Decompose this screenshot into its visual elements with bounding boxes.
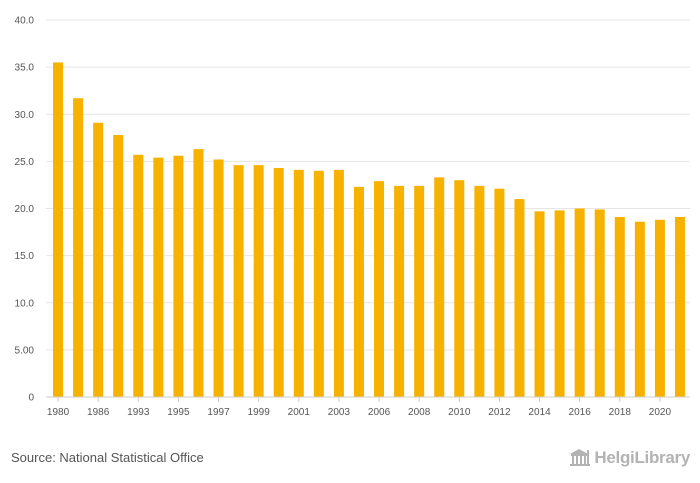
bar-2000 bbox=[273, 167, 284, 397]
bar-2012 bbox=[494, 188, 505, 397]
bar-2020 bbox=[654, 219, 665, 397]
y-tick-label: 5.00 bbox=[15, 345, 35, 356]
y-tick-label: 25.0 bbox=[15, 157, 35, 168]
x-tick-label: 1986 bbox=[87, 407, 110, 418]
y-tick-label: 30.0 bbox=[15, 110, 35, 121]
gridlines bbox=[46, 19, 690, 351]
bar-1996 bbox=[193, 149, 204, 397]
bar-1986 bbox=[93, 122, 104, 398]
library-building-icon bbox=[570, 449, 591, 466]
y-tick-label: 10.0 bbox=[15, 298, 35, 309]
bar-2017 bbox=[594, 209, 605, 397]
bar-2018 bbox=[614, 216, 625, 397]
source-note: Source: National Statistical Office bbox=[11, 450, 204, 465]
bar-2005 bbox=[353, 186, 364, 397]
x-tick-label: 1997 bbox=[207, 407, 230, 418]
x-tick-label: 1995 bbox=[167, 407, 190, 418]
bar-2002 bbox=[313, 170, 324, 397]
x-axis-ticks: 1980 1986 1993 1995 1997 1999 2001 2003 2006 2008… bbox=[47, 397, 672, 418]
x-tick-label: 2001 bbox=[288, 407, 311, 418]
bar-1999 bbox=[253, 165, 264, 397]
logo-text: HelgiLibrary bbox=[594, 448, 690, 467]
y-axis-ticks: 0 5.00 10.0 15.0 20.0 25.0 30.0 35.0 40.0 bbox=[15, 16, 35, 404]
x-tick-label: 2010 bbox=[448, 407, 471, 418]
bar-2007 bbox=[394, 185, 405, 397]
x-tick-label: 2018 bbox=[609, 407, 632, 418]
bar-1983 bbox=[73, 98, 84, 397]
bar-2016 bbox=[574, 208, 585, 397]
x-tick-label: 2020 bbox=[649, 407, 672, 418]
x-tick-label: 2008 bbox=[408, 407, 431, 418]
bar-2010 bbox=[454, 180, 465, 397]
bar-1980 bbox=[53, 62, 64, 397]
bars bbox=[53, 62, 685, 398]
bar-1997 bbox=[213, 159, 224, 397]
bar-2021 bbox=[674, 216, 685, 397]
bar-2009 bbox=[434, 177, 445, 397]
x-tick-label: 2003 bbox=[328, 407, 351, 418]
helgilibrary-logo: HelgiLibrary bbox=[569, 448, 690, 468]
bar-2015 bbox=[554, 210, 565, 397]
bar-2001 bbox=[293, 169, 304, 397]
y-tick-label: 0 bbox=[28, 393, 34, 404]
y-tick-label: 35.0 bbox=[15, 63, 35, 74]
bar-1993 bbox=[133, 154, 144, 397]
bar-2003 bbox=[333, 169, 344, 397]
bar-2011 bbox=[474, 185, 485, 397]
bar-2008 bbox=[414, 185, 425, 397]
bar-1994 bbox=[153, 157, 164, 397]
bar-2014 bbox=[534, 211, 545, 397]
y-tick-label: 40.0 bbox=[15, 16, 35, 27]
bar-2013 bbox=[514, 199, 525, 397]
x-tick-label: 2012 bbox=[488, 407, 511, 418]
bar-1995 bbox=[173, 155, 184, 397]
y-tick-label: 15.0 bbox=[15, 251, 35, 262]
bar-2006 bbox=[374, 181, 385, 397]
bar-2019 bbox=[634, 221, 645, 397]
x-tick-label: 2006 bbox=[368, 407, 391, 418]
x-tick-label: 1980 bbox=[47, 407, 70, 418]
x-tick-label: 2014 bbox=[528, 407, 551, 418]
x-tick-label: 1999 bbox=[248, 407, 271, 418]
bar-1998 bbox=[233, 165, 244, 397]
bar-1990 bbox=[113, 134, 124, 398]
y-tick-label: 20.0 bbox=[15, 204, 35, 215]
x-tick-label: 2016 bbox=[569, 407, 592, 418]
x-tick-label: 1993 bbox=[127, 407, 150, 418]
